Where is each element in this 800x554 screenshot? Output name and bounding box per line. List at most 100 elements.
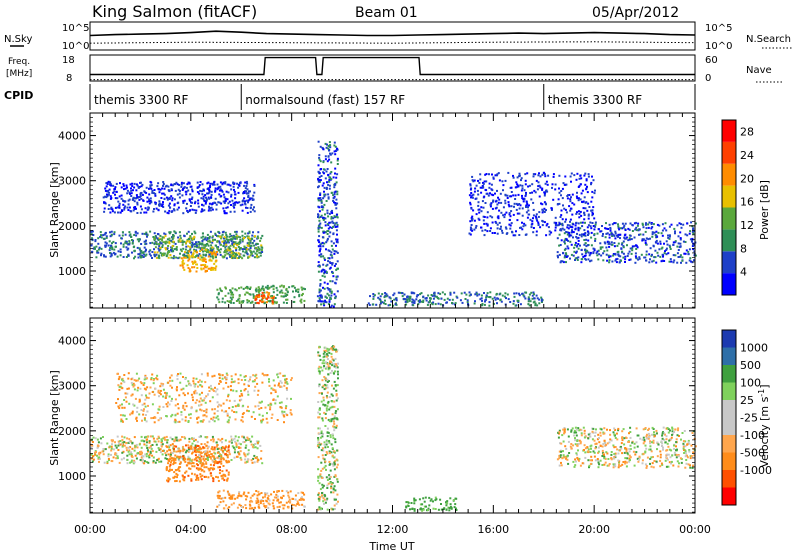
velocity-cell-5 (576, 456, 579, 459)
velocity-cell-0 (185, 449, 188, 452)
power-cell-6 (335, 213, 338, 216)
power-cell-1 (233, 235, 236, 238)
power-cell-6 (327, 294, 330, 297)
velocity-cell-2 (265, 500, 268, 503)
power-cell-9 (515, 208, 518, 211)
velocity-cell-0 (191, 452, 193, 455)
power-cell-5 (171, 197, 174, 200)
power-cell-8 (676, 252, 679, 255)
velocity-cell-2 (276, 499, 279, 502)
power-cell-8 (577, 243, 580, 245)
power-cell-5 (176, 183, 179, 186)
power-cell-5 (124, 200, 127, 203)
power-cell-4 (262, 296, 265, 299)
velocity-cell-0 (175, 436, 178, 439)
velocity-cell-2 (260, 492, 263, 494)
power-cell-3 (297, 291, 300, 293)
power-cell-6 (319, 145, 322, 148)
power-cell-0 (133, 234, 136, 236)
power-cell-3 (257, 286, 260, 289)
power-cell-9 (494, 207, 497, 210)
power-cell-5 (170, 211, 173, 213)
power-cell-5 (147, 206, 150, 209)
velocity-cell-3 (318, 446, 320, 449)
power-cell-1 (256, 253, 258, 256)
power-cell-8 (586, 226, 589, 229)
velocity-cell-0 (151, 444, 154, 446)
power-cell-5 (205, 199, 208, 202)
velocity-cell-4 (455, 509, 458, 511)
power-cell-3 (246, 299, 249, 302)
power-cell-1 (202, 253, 205, 256)
power-cell-3 (241, 301, 244, 304)
power-cell-1 (246, 244, 249, 247)
power-cell-0 (95, 256, 98, 259)
power-cell-6 (322, 268, 325, 271)
power-cell-8 (566, 245, 569, 248)
power-cell-8 (572, 254, 575, 257)
velocity-cell-0 (108, 445, 111, 448)
power-cell-7 (506, 293, 509, 296)
power-cell-1 (229, 248, 232, 251)
power-cell-5 (116, 206, 119, 209)
power-cell-9 (544, 173, 546, 176)
power-cell-8 (605, 232, 608, 235)
power-cell-6 (317, 185, 320, 188)
power-cell-8 (614, 232, 617, 235)
power-cell-1 (177, 239, 180, 242)
power-cell-3 (219, 287, 222, 290)
power-cell-9 (482, 215, 485, 218)
power-cell-6 (316, 295, 319, 298)
power-cell-6 (335, 229, 338, 232)
power-cell-0 (110, 244, 112, 247)
velocity-cell-1 (167, 480, 170, 483)
power-cell-7 (466, 299, 469, 302)
velocity-cell-3 (333, 417, 336, 420)
velocity-cell-0 (169, 451, 172, 454)
velocity-cell-1 (172, 459, 175, 461)
power-cell-1 (167, 256, 170, 259)
velocity-cell-1 (227, 473, 230, 476)
power-cell-8 (661, 259, 664, 262)
power-cell-8 (680, 261, 682, 264)
power-cell-6 (330, 244, 333, 247)
power-cell-8 (615, 261, 618, 264)
power-cell-5 (205, 198, 208, 201)
power-cell-8 (652, 245, 655, 248)
power-cell-0 (237, 245, 240, 248)
power-cell-0 (152, 236, 155, 238)
power-cell-9 (477, 193, 480, 196)
power-cell-8 (587, 258, 590, 261)
velocity-cell-0 (204, 450, 207, 453)
velocity-cell-2 (220, 497, 223, 500)
power-cell-8 (653, 256, 656, 259)
power-cell-5 (150, 181, 153, 184)
power-cell-1 (238, 242, 241, 245)
power-cell-7 (459, 299, 462, 302)
power-cell-5 (208, 190, 211, 193)
velocity-cell-1 (205, 444, 208, 447)
velocity-cell-0 (121, 445, 124, 448)
velocity-cell-3 (322, 396, 325, 399)
power-cell-0 (145, 231, 148, 234)
velocity-cell-3 (330, 491, 333, 494)
power-cell-7 (493, 296, 496, 299)
velocity-cell-3 (327, 348, 330, 351)
power-cell-9 (484, 173, 487, 176)
power-cell-3 (303, 299, 306, 302)
power-cell-1 (247, 236, 250, 239)
velocity-cell-0 (172, 445, 175, 448)
power-cell-0 (179, 248, 182, 251)
power-cell-9 (546, 190, 549, 193)
power-cell-9 (545, 180, 548, 183)
power-cell-0 (113, 253, 116, 256)
power-cell-5 (245, 190, 248, 193)
power-cell-2 (205, 266, 207, 269)
power-cell-6 (317, 197, 320, 200)
power-cell-0 (140, 243, 143, 245)
power-colorbar-swatch-3 (722, 207, 736, 230)
power-cell-0 (177, 236, 180, 239)
power-cell-5 (105, 185, 108, 188)
power-cell-5 (189, 205, 192, 207)
power-cell-0 (235, 230, 238, 233)
